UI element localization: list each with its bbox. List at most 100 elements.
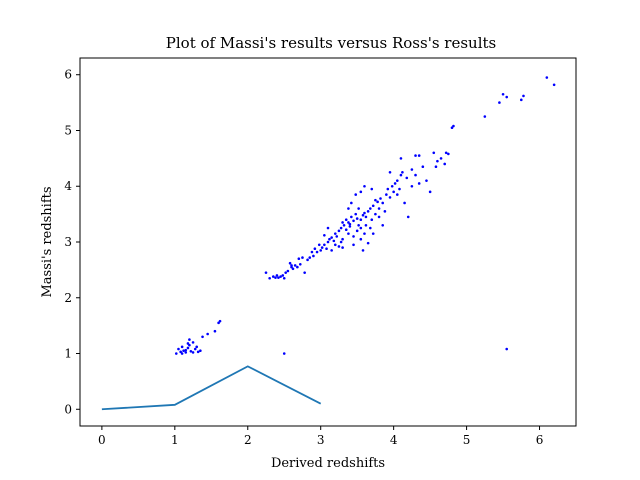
scatter-point xyxy=(174,352,178,355)
scatter-point xyxy=(180,345,184,349)
scatter-point xyxy=(341,237,344,241)
scatter-point xyxy=(330,236,333,239)
scatter-point xyxy=(374,212,377,216)
scatter-point xyxy=(364,215,368,219)
scatter-point xyxy=(428,190,432,194)
scatter-point xyxy=(191,341,195,344)
scatter-point xyxy=(199,349,202,353)
scatter-point xyxy=(320,246,324,249)
scatter-point xyxy=(350,215,353,219)
scatter-point xyxy=(410,168,414,171)
scatter-point xyxy=(352,219,355,223)
scatter-point xyxy=(188,338,191,341)
scatter-point xyxy=(335,235,339,238)
scatter-point xyxy=(268,276,271,280)
y-tick-label: 2 xyxy=(64,291,72,305)
scatter-point xyxy=(364,223,368,227)
scatter-point xyxy=(186,342,190,345)
scatter-point xyxy=(369,226,372,230)
x-tick-label: 0 xyxy=(98,433,106,447)
scatter-point xyxy=(379,197,382,200)
scatter-point xyxy=(519,98,523,102)
scatter-point xyxy=(281,274,285,277)
scatter-point xyxy=(452,124,455,128)
scatter-point xyxy=(395,193,399,196)
scatter-point xyxy=(436,159,439,163)
scatter-point xyxy=(417,182,421,185)
scatter-point xyxy=(370,218,374,221)
scatter-point xyxy=(370,187,374,191)
scatter-point xyxy=(366,210,370,213)
x-tick-label: 2 xyxy=(244,433,252,447)
scatter-point xyxy=(386,187,390,191)
y-tick-label: 4 xyxy=(64,179,72,193)
scatter-point xyxy=(296,265,299,269)
scatter-point xyxy=(357,207,360,210)
scatter-point xyxy=(403,201,406,205)
scatter-point xyxy=(432,151,436,155)
scatter-point xyxy=(393,182,397,185)
scatter-point xyxy=(325,247,328,250)
scatter-point xyxy=(359,226,363,230)
scatter-point xyxy=(279,275,282,278)
scatter-point xyxy=(377,215,381,219)
scatter-point xyxy=(414,173,417,177)
scatter-point xyxy=(201,335,204,339)
x-axis-label: Derived redshifts xyxy=(271,456,385,471)
x-tick-label: 3 xyxy=(317,433,325,447)
scatter-point xyxy=(332,239,336,243)
scatter-point xyxy=(363,211,366,215)
x-tick-label: 4 xyxy=(390,433,398,447)
scatter-point xyxy=(344,228,348,232)
scatter-point xyxy=(182,349,185,353)
scatter-point xyxy=(317,243,321,247)
scatter-point xyxy=(333,232,337,235)
scatter-point xyxy=(179,350,182,354)
scatter-point xyxy=(341,221,344,224)
scatter-point xyxy=(347,232,350,235)
scatter-point xyxy=(434,165,438,169)
y-tick-label: 0 xyxy=(64,402,72,416)
scatter-point xyxy=(501,92,505,96)
y-tick-label: 5 xyxy=(64,123,72,137)
scatter-point xyxy=(339,226,343,230)
scatter-point xyxy=(355,229,359,233)
scatter-point xyxy=(381,201,385,205)
scatter-point xyxy=(188,343,191,347)
scatter-point xyxy=(363,232,366,235)
scatter-point xyxy=(399,173,403,177)
scatter-point xyxy=(374,198,377,202)
scatter-point xyxy=(505,95,509,99)
scatter-point xyxy=(390,184,394,188)
y-tick-label: 1 xyxy=(64,347,72,361)
scatter-point xyxy=(184,351,188,354)
scatter-point xyxy=(213,329,217,333)
scatter-point xyxy=(342,223,346,227)
scatter-point xyxy=(218,319,222,323)
scatter-point xyxy=(355,217,359,220)
scatter-point xyxy=(277,276,280,279)
scatter-point xyxy=(301,256,304,259)
scatter-point xyxy=(341,246,344,249)
scatter-point xyxy=(206,332,209,336)
scatter-point xyxy=(505,347,509,351)
chart-title: Plot of Massi's results versus Ross's re… xyxy=(166,34,496,52)
scatter-point xyxy=(217,321,220,325)
scatter-point xyxy=(381,223,385,227)
scatter-point xyxy=(371,204,375,208)
scatter-point xyxy=(310,250,314,254)
scatter-point xyxy=(498,101,501,104)
scatter-point xyxy=(186,346,190,350)
scatter-point xyxy=(291,267,295,271)
scatter-point xyxy=(195,345,199,349)
scatter-point xyxy=(189,349,193,353)
scatter-point xyxy=(297,257,301,261)
scatter-point xyxy=(545,76,549,79)
y-axis-ticks: 0 1 2 3 4 5 6 xyxy=(64,68,80,416)
scatter-point xyxy=(406,215,410,219)
scatter-point xyxy=(290,264,293,267)
scatter-point xyxy=(274,276,277,279)
scatter-point xyxy=(282,352,286,355)
